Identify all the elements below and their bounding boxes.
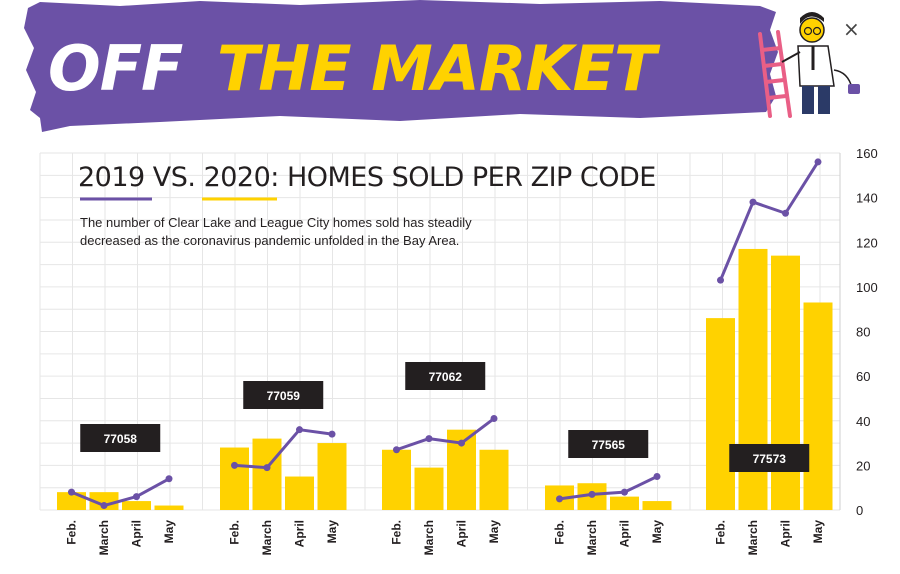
banner-title: OFF THE MARKET (48, 32, 661, 105)
bar-77565-April (610, 496, 639, 510)
line-point-77058-April (133, 493, 140, 501)
line-point-77058-May (165, 475, 173, 483)
line-series-77059 (234, 428, 333, 470)
x-tick-label: May (487, 520, 501, 544)
line-point-77565-March (588, 490, 596, 498)
zip-label-77573: 77573 (753, 452, 787, 466)
banner-brush-stroke (24, 0, 778, 132)
line-series-77565 (559, 475, 658, 501)
x-tick-label: March (585, 520, 599, 555)
x-tick-label: March (260, 520, 274, 555)
line-point-77573-April (782, 209, 789, 217)
x-tick-label: May (650, 520, 664, 544)
y-tick-label: 140 (856, 191, 878, 206)
chart-labels: 0 20 40 60 80 100 120 140 160 Feb. March April May 77… (65, 146, 878, 555)
line-point-77059-May (328, 430, 336, 438)
line-point-77573-Feb. (717, 276, 724, 284)
close-icon[interactable]: × (843, 17, 860, 41)
bar-77058-March (89, 492, 119, 510)
bar-77573-May (803, 302, 833, 510)
header-banner: OFF THE MARKET × (24, 0, 860, 132)
y-tick-label: 60 (856, 369, 870, 384)
x-tick-label: April (130, 520, 144, 547)
bar-77059-Feb. (220, 447, 249, 510)
line-point-77062-April (458, 439, 465, 447)
zip-label-box (80, 424, 161, 452)
y-tick-label: 20 (856, 458, 870, 473)
zip-label-box (243, 381, 324, 409)
y-tick-label: 0 (856, 503, 863, 518)
bar-77059-April (285, 476, 314, 510)
bar-77058-May (154, 505, 184, 510)
x-tick-label: Feb. (65, 520, 79, 545)
x-tick-label: April (455, 520, 469, 547)
line-series-77573 (719, 161, 820, 281)
x-tick-label: April (779, 520, 793, 547)
y-tick-label: 120 (856, 235, 878, 250)
line-point-77062-May (490, 415, 498, 423)
x-tick-label: May (325, 520, 339, 544)
x-tick-label: Feb. (390, 520, 404, 545)
zip-label-77565: 77565 (592, 438, 626, 452)
line-point-77573-March (749, 198, 757, 206)
x-tick-label: April (293, 520, 307, 547)
line-point-77058-March (100, 502, 108, 510)
y-tick-label: 80 (856, 325, 870, 340)
x-tick-label: Feb. (228, 520, 242, 545)
line-point-77565-Feb. (556, 495, 563, 503)
zip-label-77062: 77062 (429, 370, 463, 384)
zip-label-box (568, 430, 649, 458)
line-point-77573-May (814, 158, 822, 166)
bar-77059-May (317, 443, 347, 510)
bar-77059-March (252, 438, 282, 510)
x-tick-label: Feb. (553, 520, 567, 545)
bar-77062-Feb. (382, 449, 411, 510)
bar-77573-Feb. (706, 318, 735, 510)
x-tick-label: May (162, 520, 176, 544)
banner-word-white: OFF (48, 32, 183, 105)
line-point-77565-April (621, 488, 628, 496)
line-point-77062-March (425, 435, 433, 443)
person-on-ladder-icon (758, 12, 860, 118)
chart-title: 2019 VS. 2020: HOMES SOLD PER ZIP CODE (78, 162, 656, 193)
bar-77062-March (414, 467, 444, 510)
y-tick-label: 100 (856, 280, 878, 295)
x-tick-label: March (746, 520, 760, 555)
line-point-77062-Feb. (393, 446, 400, 454)
line-point-77059-April (296, 426, 303, 434)
banner-word-yellow: THE MARKET (217, 32, 661, 105)
chart-subtitle-line-1: The number of Clear Lake and League City… (80, 215, 472, 230)
zip-label-77059: 77059 (267, 389, 301, 403)
line-series-77062 (396, 417, 495, 452)
line-point-77058-Feb. (68, 488, 75, 496)
bar-77565-May (642, 501, 672, 510)
x-tick-label: March (97, 520, 111, 555)
x-tick-label: March (422, 520, 436, 555)
line-series-77058 (70, 477, 170, 508)
x-tick-label: April (618, 520, 632, 547)
chart-lines (68, 158, 822, 510)
bar-77058-April (122, 501, 151, 510)
chart-subtitle-line-2: decreased as the coronavirus pandemic un… (80, 233, 459, 248)
x-tick-label: Feb. (714, 520, 728, 545)
line-point-77059-Feb. (231, 461, 238, 469)
x-tick-label: May (811, 520, 825, 544)
zip-label-77058: 77058 (104, 432, 138, 446)
y-tick-label: 160 (856, 146, 878, 161)
zip-label-box (729, 444, 810, 472)
line-point-77565-May (653, 473, 661, 481)
y-tick-label: 40 (856, 414, 870, 429)
zip-label-box (405, 362, 486, 390)
bar-77062-May (479, 449, 509, 510)
line-point-77059-March (263, 464, 271, 472)
